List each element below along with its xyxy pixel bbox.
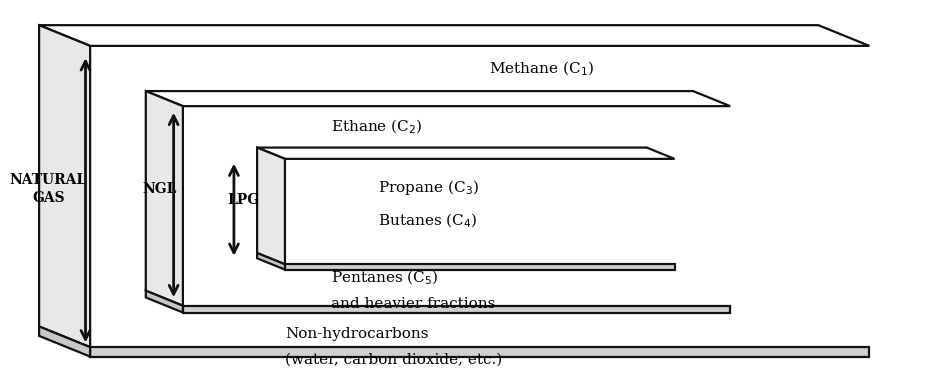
Polygon shape [146,291,183,313]
Polygon shape [257,147,285,264]
Polygon shape [257,147,674,159]
Text: NATURAL
GAS: NATURAL GAS [10,174,87,204]
Polygon shape [257,253,285,270]
Polygon shape [146,91,183,306]
Polygon shape [90,347,870,356]
Text: Butanes (C$_4$): Butanes (C$_4$) [378,212,477,230]
Polygon shape [39,25,870,46]
Polygon shape [183,306,730,313]
Text: NGL: NGL [142,182,177,196]
Text: Methane (C$_1$): Methane (C$_1$) [489,59,594,78]
Text: Ethane (C$_2$): Ethane (C$_2$) [331,118,423,136]
Text: Pentanes (C$_5$): Pentanes (C$_5$) [331,268,439,287]
Text: (water, carbon dioxide, etc.): (water, carbon dioxide, etc.) [285,353,502,367]
Polygon shape [146,91,730,106]
Polygon shape [39,327,90,356]
Text: and heavier fractions: and heavier fractions [331,297,496,311]
Text: Non-hydrocarbons: Non-hydrocarbons [285,327,428,341]
Text: Propane (C$_3$): Propane (C$_3$) [378,178,479,197]
Text: LPG: LPG [227,193,259,207]
Polygon shape [285,264,674,270]
Polygon shape [39,25,90,347]
